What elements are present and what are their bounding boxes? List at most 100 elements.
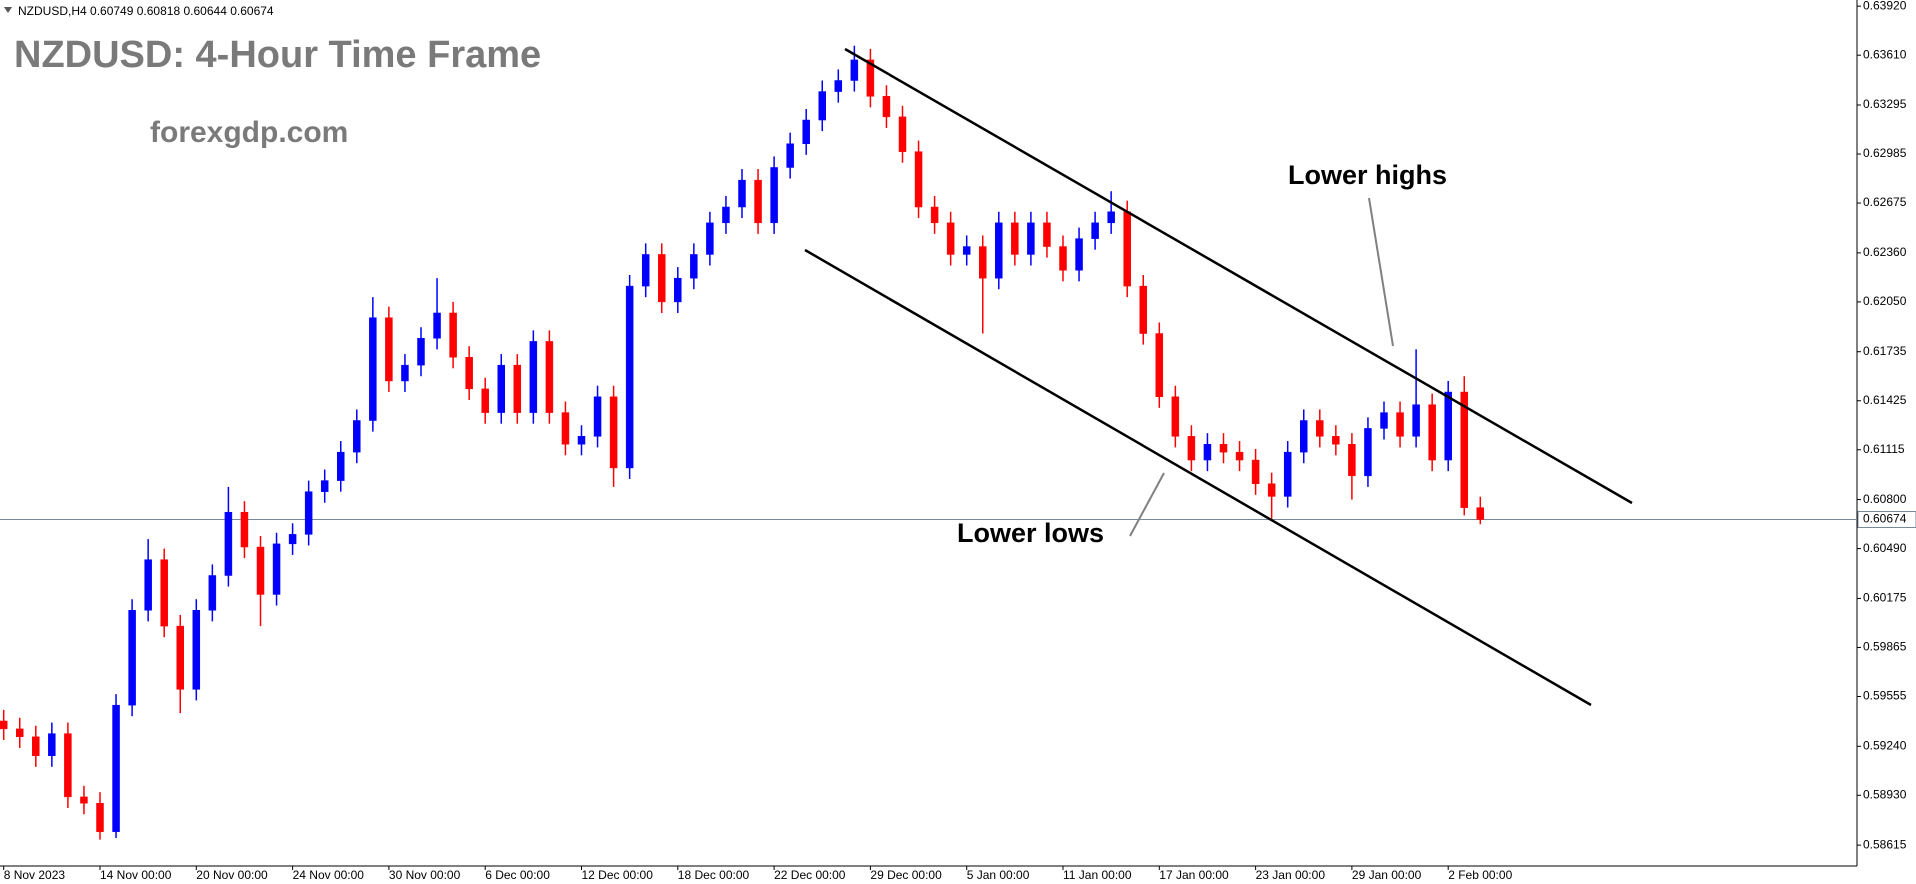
candle-body [1428, 404, 1436, 461]
x-tick-label: 29 Dec 00:00 [870, 868, 942, 882]
x-tick-label: 30 Nov 00:00 [389, 868, 461, 882]
candle-body [1155, 333, 1164, 398]
candle-body [369, 317, 377, 421]
candle-body [1123, 211, 1131, 287]
candle-body [1203, 443, 1212, 461]
candle-body [96, 802, 104, 832]
candle-body [304, 491, 313, 535]
candle-body [272, 543, 281, 595]
candle-body [32, 736, 40, 757]
candle-body [401, 364, 409, 382]
y-tick-label: 0.60490 [1863, 541, 1907, 555]
candle-body [337, 451, 345, 481]
candle-body [465, 356, 473, 390]
candle-body [593, 396, 602, 437]
y-tick-label: 0.58930 [1863, 787, 1907, 801]
candle-body [609, 396, 618, 469]
candle-body [288, 534, 297, 545]
candle-body [979, 246, 987, 279]
last-low: 0.60644 [183, 4, 227, 18]
candle-body [1187, 436, 1196, 461]
x-tick-label: 12 Dec 00:00 [582, 868, 654, 882]
candle-body [1043, 222, 1051, 247]
x-tick-label: 6 Dec 00:00 [485, 868, 550, 882]
x-tick-label: 20 Nov 00:00 [196, 868, 268, 882]
x-tick-label: 5 Jan 00:00 [967, 868, 1030, 882]
candle-body [1267, 483, 1276, 497]
candle-body [754, 179, 762, 224]
candle-body [256, 546, 265, 595]
candle-body [64, 733, 72, 798]
x-tick-label: 23 Jan 00:00 [1256, 868, 1326, 882]
candle-body [1059, 246, 1067, 271]
candle-body [481, 388, 489, 413]
candle-body [674, 277, 682, 303]
candle-body [208, 575, 217, 611]
candle-body [1396, 412, 1404, 437]
candle-body [802, 119, 810, 145]
candle-body [1476, 507, 1485, 520]
candle-body [1364, 428, 1372, 477]
y-tick-label: 0.62675 [1863, 195, 1907, 209]
candle-body [80, 796, 88, 804]
x-tick-label: 2 Feb 00:00 [1448, 868, 1512, 882]
candle-body [914, 151, 923, 208]
candle-body [353, 420, 361, 453]
y-tick-label: 0.58615 [1863, 837, 1907, 851]
x-tick-label: 22 Dec 00:00 [774, 868, 846, 882]
last-close: 0.60674 [230, 4, 274, 18]
y-tick-label: 0.59555 [1863, 689, 1907, 703]
y-tick-label: 0.63610 [1863, 47, 1907, 61]
annotation-pointer [1368, 197, 1394, 347]
price-label: 0.60674 [1863, 512, 1907, 526]
candle-body [625, 285, 634, 469]
candle-body [706, 222, 714, 255]
y-tick-label: 0.60800 [1863, 492, 1907, 506]
x-tick-label: 8 Nov 2023 [4, 868, 66, 882]
candle-body [722, 206, 730, 224]
candle-body [690, 254, 698, 279]
candle-body [545, 341, 554, 413]
x-tick-label: 18 Dec 00:00 [678, 868, 750, 882]
y-tick-label: 0.59865 [1863, 640, 1907, 654]
candle-body [176, 625, 184, 690]
y-tick-label: 0.61735 [1863, 344, 1907, 358]
chart-subtitle: forexgdp.com [150, 116, 348, 149]
candle-body [433, 312, 441, 339]
candle-body [1332, 436, 1340, 445]
last-high: 0.60818 [137, 4, 181, 18]
candle-body [641, 254, 650, 287]
candle-body [48, 733, 56, 757]
header-icon [4, 7, 12, 13]
candle-body [1235, 451, 1244, 461]
candle-body [930, 206, 939, 224]
x-tick-label: 29 Jan 00:00 [1352, 868, 1422, 882]
candle-body [962, 246, 971, 255]
candle-body [1460, 391, 1468, 508]
candle-body [128, 610, 136, 706]
candle-body [658, 254, 666, 303]
candle-body [144, 559, 152, 611]
candle-body [786, 143, 794, 168]
y-tick-label: 0.61425 [1863, 393, 1907, 407]
candle-body [320, 480, 329, 492]
candle-body [738, 179, 746, 208]
candle-body [1139, 285, 1147, 334]
candle-body [192, 610, 201, 690]
y-tick-label: 0.62050 [1863, 294, 1907, 308]
y-tick-label: 0.60175 [1863, 591, 1907, 605]
candle-body [770, 167, 778, 224]
x-tick-label: 24 Nov 00:00 [293, 868, 365, 882]
annotation-pointer [1129, 472, 1165, 537]
candle-body [1412, 404, 1420, 437]
candle-body [1171, 396, 1180, 437]
y-tick-label: 0.63295 [1863, 97, 1907, 111]
candle-body [1219, 443, 1228, 453]
chart-title: NZDUSD: 4-Hour Time Frame [14, 34, 541, 76]
candle-body [946, 222, 955, 255]
symbol: NZDUSD,H4 [18, 4, 87, 18]
candle-body [1075, 238, 1083, 271]
annotation-lower-highs: Lower highs [1288, 160, 1447, 190]
